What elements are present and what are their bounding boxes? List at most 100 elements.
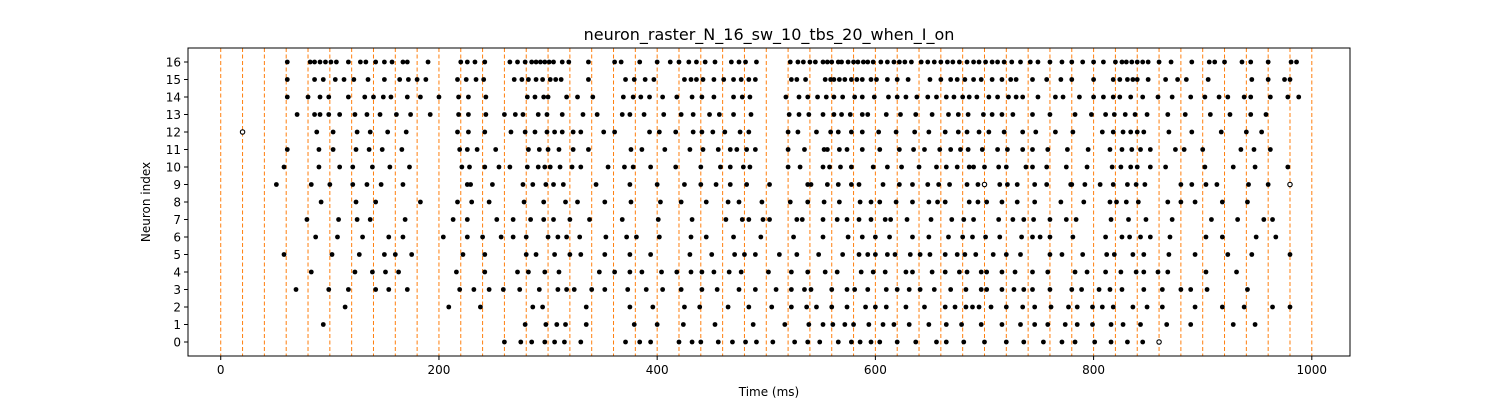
spike-point: [1192, 304, 1198, 310]
spike-point: [1239, 59, 1245, 65]
spike-point: [463, 77, 469, 82]
spike-point: [1021, 339, 1027, 345]
spike-point: [746, 77, 752, 82]
spike-point: [728, 59, 734, 65]
spike-point: [738, 269, 744, 275]
spike-point: [634, 234, 639, 240]
spike-point: [1130, 252, 1136, 257]
spike-point: [820, 217, 826, 222]
spike-point: [1110, 77, 1116, 82]
spike-point: [360, 234, 365, 240]
spike-point: [916, 164, 922, 170]
spike-point: [1189, 182, 1195, 187]
spike-point: [535, 164, 541, 170]
spike-point: [337, 112, 343, 117]
spike-point: [578, 129, 584, 135]
spike-point: [905, 77, 911, 82]
spike-point: [694, 77, 699, 82]
spike-point: [362, 94, 368, 100]
spike-point: [1080, 252, 1086, 257]
spike-point: [1069, 182, 1075, 187]
spike-point: [1287, 304, 1293, 310]
spike-point: [466, 112, 471, 117]
spike-point: [1059, 339, 1065, 345]
spike-point: [482, 269, 488, 275]
spike-point: [594, 112, 600, 117]
spike-point: [680, 322, 686, 327]
spike-point: [808, 287, 814, 292]
spike-point: [1117, 94, 1123, 100]
spike-point: [425, 59, 431, 65]
spike-point: [654, 182, 660, 187]
spike-point: [1249, 252, 1255, 257]
spike-point: [1035, 59, 1041, 65]
spike-point: [551, 217, 556, 222]
spike-point: [1203, 269, 1209, 275]
spike-point: [1003, 252, 1009, 257]
spike-point: [829, 59, 835, 65]
spike-point: [824, 59, 830, 65]
spike-point: [1084, 269, 1090, 275]
spike-point: [910, 234, 915, 240]
spike-point: [651, 77, 657, 82]
spike-point: [928, 217, 934, 222]
spike-point: [710, 129, 716, 135]
spike-point: [876, 129, 882, 135]
spike-point: [281, 164, 287, 170]
spike-point: [1069, 287, 1075, 292]
spike-point: [975, 182, 981, 187]
y-tick-label: 6: [173, 231, 181, 245]
spike-point: [612, 269, 618, 275]
spike-point: [369, 269, 375, 275]
spike-point: [1205, 77, 1211, 82]
spike-point: [903, 94, 909, 100]
spike-point: [913, 339, 919, 345]
spike-point: [498, 234, 504, 240]
spike-point: [556, 269, 562, 275]
spike-point: [926, 129, 932, 135]
spike-point: [725, 199, 731, 205]
spike-point: [1252, 322, 1258, 327]
spike-point: [1104, 252, 1110, 257]
spike-point: [978, 322, 984, 327]
spike-point: [357, 59, 363, 65]
spike-point: [918, 59, 924, 65]
spike-point: [792, 339, 798, 345]
spike-point: [1111, 112, 1117, 117]
spike-point: [722, 129, 728, 135]
spike-point: [1134, 59, 1140, 65]
y-tick-label: 4: [173, 266, 181, 280]
x-tick-label: 1000: [1297, 363, 1328, 377]
spike-point: [450, 217, 456, 222]
spike-point: [423, 77, 429, 82]
spike-point: [1238, 147, 1244, 152]
y-tick-label: 14: [166, 91, 181, 105]
spike-point: [925, 59, 931, 65]
spike-point: [877, 199, 883, 205]
spike-point: [1155, 94, 1161, 100]
spike-point: [859, 147, 865, 152]
spike-point: [1192, 252, 1198, 257]
spike-point: [1045, 322, 1051, 327]
spike-point: [397, 77, 403, 82]
spike-point: [1091, 94, 1096, 100]
y-tick-label: 15: [166, 73, 181, 87]
spike-point: [854, 77, 860, 82]
spike-point: [631, 77, 637, 82]
spike-point: [978, 269, 984, 275]
spike-point: [563, 322, 568, 327]
spike-point: [641, 112, 647, 117]
spike-point: [381, 59, 387, 65]
spike-point: [1003, 339, 1009, 345]
spike-point: [545, 147, 551, 152]
spike-point: [689, 94, 695, 100]
spike-point: [927, 77, 933, 82]
spike-point: [457, 147, 463, 152]
spike-point: [938, 59, 944, 65]
spike-point: [715, 339, 721, 345]
spike-point: [917, 252, 923, 257]
spike-point: [868, 339, 874, 345]
spike-point: [661, 112, 667, 117]
spike-point: [1110, 182, 1116, 187]
spike-point: [1096, 287, 1102, 292]
